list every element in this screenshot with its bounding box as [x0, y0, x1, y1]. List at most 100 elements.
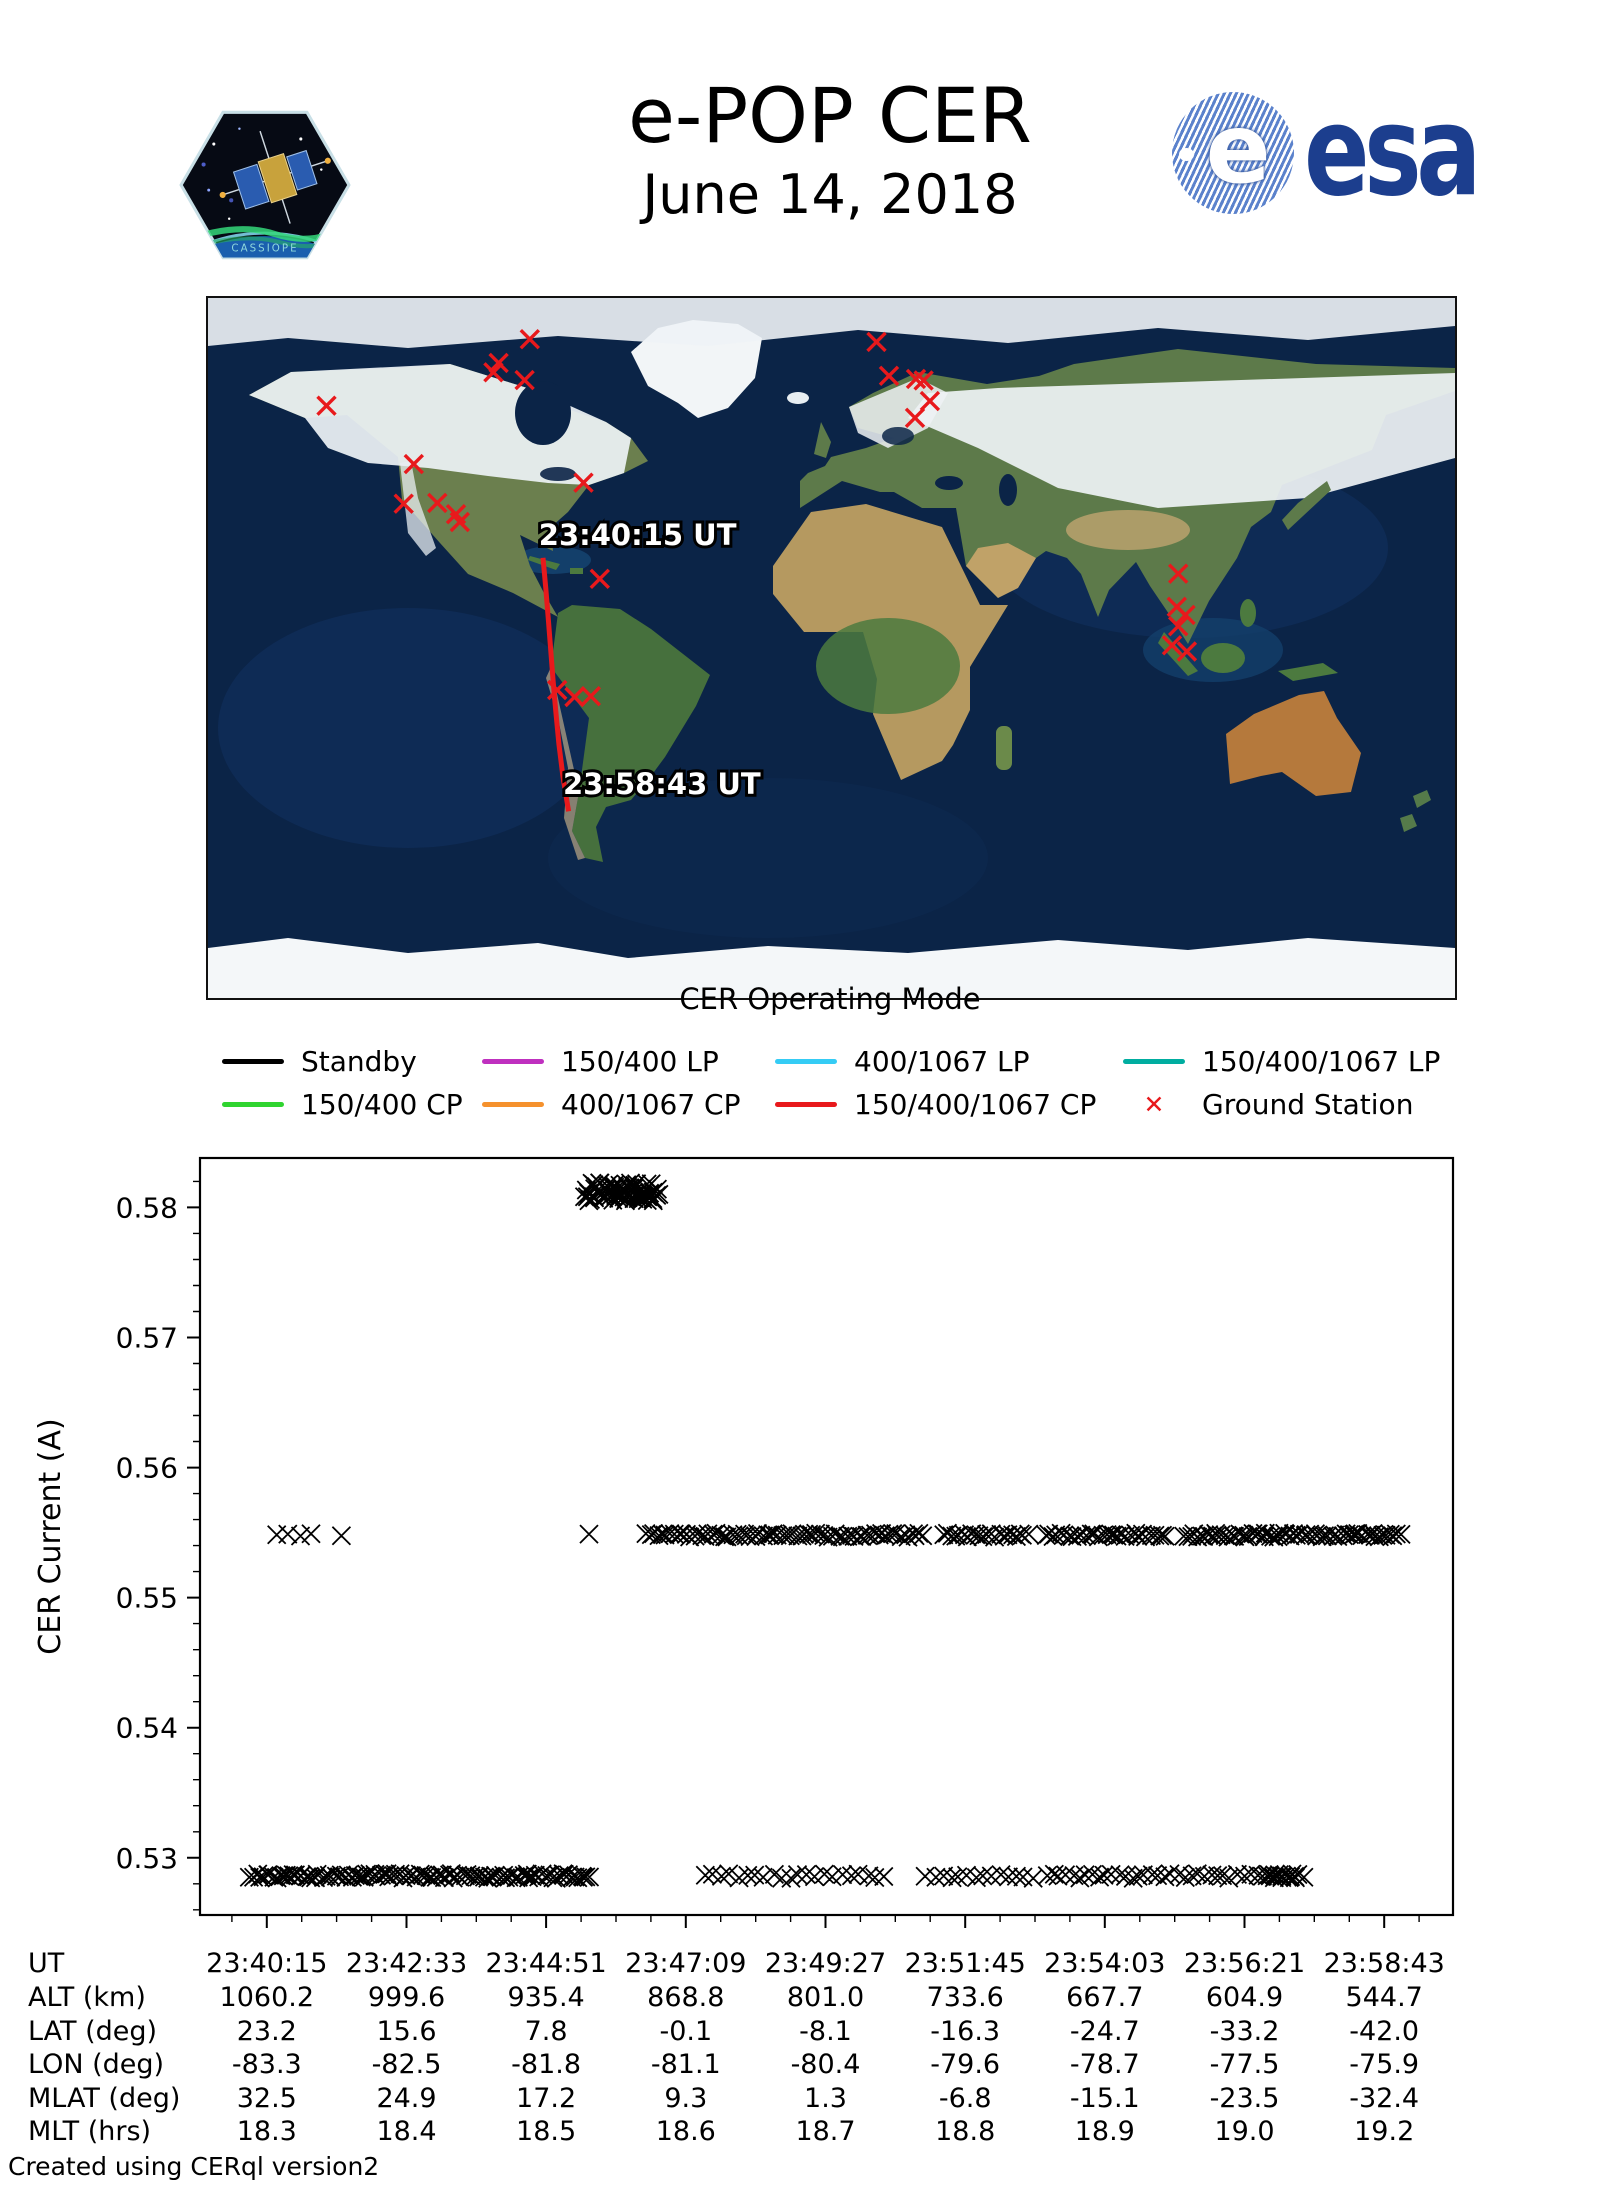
ground-station-marker — [519, 328, 541, 350]
ocean-shading — [218, 458, 1388, 938]
british-isles — [814, 422, 831, 458]
title-block: e-POP CER June 14, 2018 — [628, 78, 1032, 222]
ground-station-x-icon: ✕ — [1143, 1090, 1165, 1119]
table-cell: -75.9 — [1349, 2049, 1419, 2080]
table-cell: 18.6 — [656, 2116, 716, 2147]
ground-station-marker — [1167, 563, 1189, 584]
borneo — [1201, 643, 1245, 673]
legend-line-sample — [775, 1102, 837, 1107]
table-cell: 18.7 — [795, 2116, 855, 2147]
table-row-header: MLAT (deg) — [28, 2083, 180, 2114]
track-time-annotation: 23:58:43 UT — [563, 767, 761, 801]
table-cell: 23:42:33 — [346, 1948, 467, 1979]
hispaniola — [570, 568, 583, 574]
legend-label: 150/400 CP — [301, 1088, 463, 1121]
ground-station-marker — [878, 365, 900, 387]
world-map: 23:40:15 UT 23:58:43 UT — [206, 296, 1457, 1000]
antarctica — [208, 938, 1455, 998]
madagascar — [996, 726, 1012, 770]
ground-station-marker — [483, 362, 504, 383]
table-cell: -79.6 — [930, 2049, 1000, 2080]
esa-globe-e: e — [1205, 93, 1271, 206]
great-lakes — [540, 467, 576, 481]
table-cell: 23.2 — [237, 2016, 297, 2047]
table-cell: 733.6 — [927, 1982, 1004, 2013]
table-cell: 999.6 — [368, 1982, 445, 2013]
table-cell: 24.9 — [376, 2083, 436, 2114]
new-guinea — [1278, 663, 1338, 681]
table-row-header: LAT (deg) — [28, 2016, 157, 2047]
new-zealand-north — [1413, 790, 1431, 808]
ground-station-marker — [449, 511, 471, 533]
table-cell: 23:44:51 — [485, 1948, 606, 1979]
scatter-series-current-low-0.5285A — [239, 1863, 1314, 1888]
table-cell: -8.1 — [799, 2016, 852, 2047]
legend-entry: 150/400/1067 LP — [1123, 1040, 1453, 1083]
ground-station-marker — [919, 390, 941, 412]
hudson-bay — [515, 381, 571, 445]
ground-station-marker — [403, 453, 425, 475]
snow-rockies — [400, 461, 436, 556]
legend-entry: 150/400 LP — [482, 1040, 775, 1083]
ground-station-marker — [1167, 615, 1189, 637]
table-cell: -0.1 — [659, 2016, 712, 2047]
minor-ticks — [193, 1180, 1420, 1922]
table-cell: -42.0 — [1349, 2016, 1419, 2047]
ground-station-marker — [316, 395, 337, 416]
table-cell: -77.5 — [1210, 2049, 1280, 2080]
table-cell: 19.0 — [1214, 2116, 1274, 2147]
table-cell: 23:47:09 — [625, 1948, 746, 1979]
table-cell: 19.2 — [1354, 2116, 1414, 2147]
table-row-header: UT — [28, 1948, 65, 1979]
table-cell: 801.0 — [787, 1982, 864, 2013]
legend-line-sample — [775, 1059, 837, 1064]
patch-satellite — [219, 130, 331, 224]
footer-credit: Created using CERql version2 — [8, 2152, 380, 2181]
table-cell: -81.8 — [511, 2049, 581, 2080]
continents — [208, 298, 1455, 998]
legend-label: 400/1067 LP — [854, 1045, 1030, 1078]
y-tick-label: 0.53 — [116, 1842, 178, 1875]
ground-station-marker — [393, 493, 414, 514]
ground-station-marker — [514, 369, 535, 391]
table-cell: 18.8 — [935, 2116, 995, 2147]
central-africa — [816, 618, 960, 714]
table-cell: 23:40:15 — [206, 1948, 327, 1979]
ground-station-marker — [866, 331, 887, 353]
legend-entry: Standby — [222, 1040, 482, 1083]
table-cell: -82.5 — [372, 2049, 442, 2080]
baltic-sea — [882, 427, 914, 445]
black-sea — [935, 476, 963, 490]
esa-logo: e esa — [1172, 90, 1525, 214]
table-cell: 32.5 — [237, 2083, 297, 2114]
table-cell: 18.5 — [516, 2116, 576, 2147]
legend-line-sample — [222, 1059, 284, 1064]
ground-station-marker — [488, 352, 509, 374]
tibet — [1066, 510, 1190, 550]
table-cell: 1.3 — [804, 2083, 847, 2114]
legend-line-sample — [482, 1102, 544, 1107]
ground-station-marker — [589, 568, 611, 590]
table-cell: -24.7 — [1070, 2016, 1140, 2047]
cer-current-chart: 0.53 0.54 0.55 0.56 0.57 0.58 CER Current (A) U… — [28, 1156, 1455, 2147]
legend-label: 150/400/1067 CP — [854, 1088, 1097, 1121]
ground-station-marker — [904, 407, 926, 429]
legend-entry: 400/1067 CP — [482, 1083, 775, 1126]
scatter-series-current-mid-0.555A — [267, 1523, 1411, 1547]
caspian-sea — [999, 474, 1017, 506]
table-cell: 18.3 — [237, 2116, 297, 2147]
table-row-header: MLT (hrs) — [28, 2116, 151, 2147]
map-overlay: 23:40:15 UT 23:58:43 UT — [316, 328, 1198, 812]
esa-globe-icon: e — [1172, 92, 1294, 214]
ground-station-marker — [913, 370, 934, 391]
y-tick-label: 0.54 — [116, 1712, 178, 1745]
table-cell: -16.3 — [930, 2016, 1000, 2047]
legend-label: 150/400 LP — [561, 1045, 719, 1078]
track-time-annotation: 23:40:15 UT — [539, 518, 737, 552]
patch-art: CASSIOPE — [181, 127, 349, 258]
table-row-header: LON (deg) — [28, 2049, 164, 2080]
australia — [1226, 691, 1361, 796]
table-cell: -15.1 — [1070, 2083, 1140, 2114]
table-cell: 667.7 — [1066, 1982, 1143, 2013]
